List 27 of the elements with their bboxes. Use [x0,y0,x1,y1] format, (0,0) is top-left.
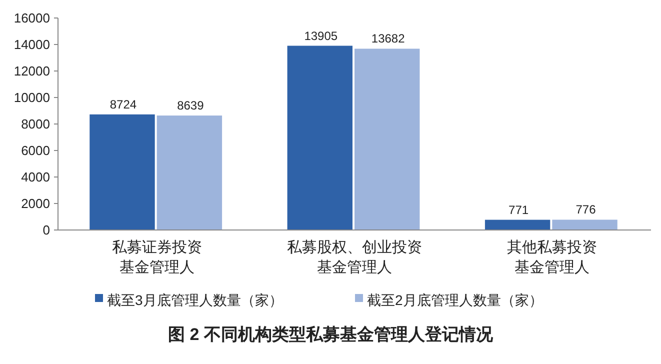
bar [552,220,618,230]
x-tick-label: 私募证券投资基金管理人 [112,239,202,276]
y-tick-label: 8000 [21,116,50,132]
y-tick-label: 16000 [14,10,50,26]
x-tick-label: 其他私募投资基金管理人 [507,239,598,276]
y-tick-label: 10000 [14,90,50,106]
x-tick-label: 私募股权、创业投资基金管理人 [287,239,422,276]
data-label: 776 [576,202,596,217]
y-tick-label: 14000 [14,37,50,52]
data-label: 771 [508,202,529,217]
data-label: 8724 [110,97,137,112]
y-tick-label: 2000 [21,196,50,212]
legend-label: 截至3月底管理人数量（家） [107,292,283,308]
y-tick-label: 0 [42,222,50,238]
y-tick-label: 6000 [21,143,50,158]
text: 图 2 不同机构类型私募基金管理人登记情况 [168,325,494,344]
data-label: 8639 [177,98,204,113]
data-label: 13905 [304,28,338,43]
bar [484,220,550,230]
bar [90,114,155,230]
bar [354,48,420,230]
bar [287,46,352,230]
legend-label: 截至2月底管理人数量（家） [367,292,543,308]
y-tick-label: 4000 [21,170,50,185]
bar [156,116,222,230]
y-tick-label: 12000 [14,64,50,79]
data-label: 13682 [371,32,406,46]
